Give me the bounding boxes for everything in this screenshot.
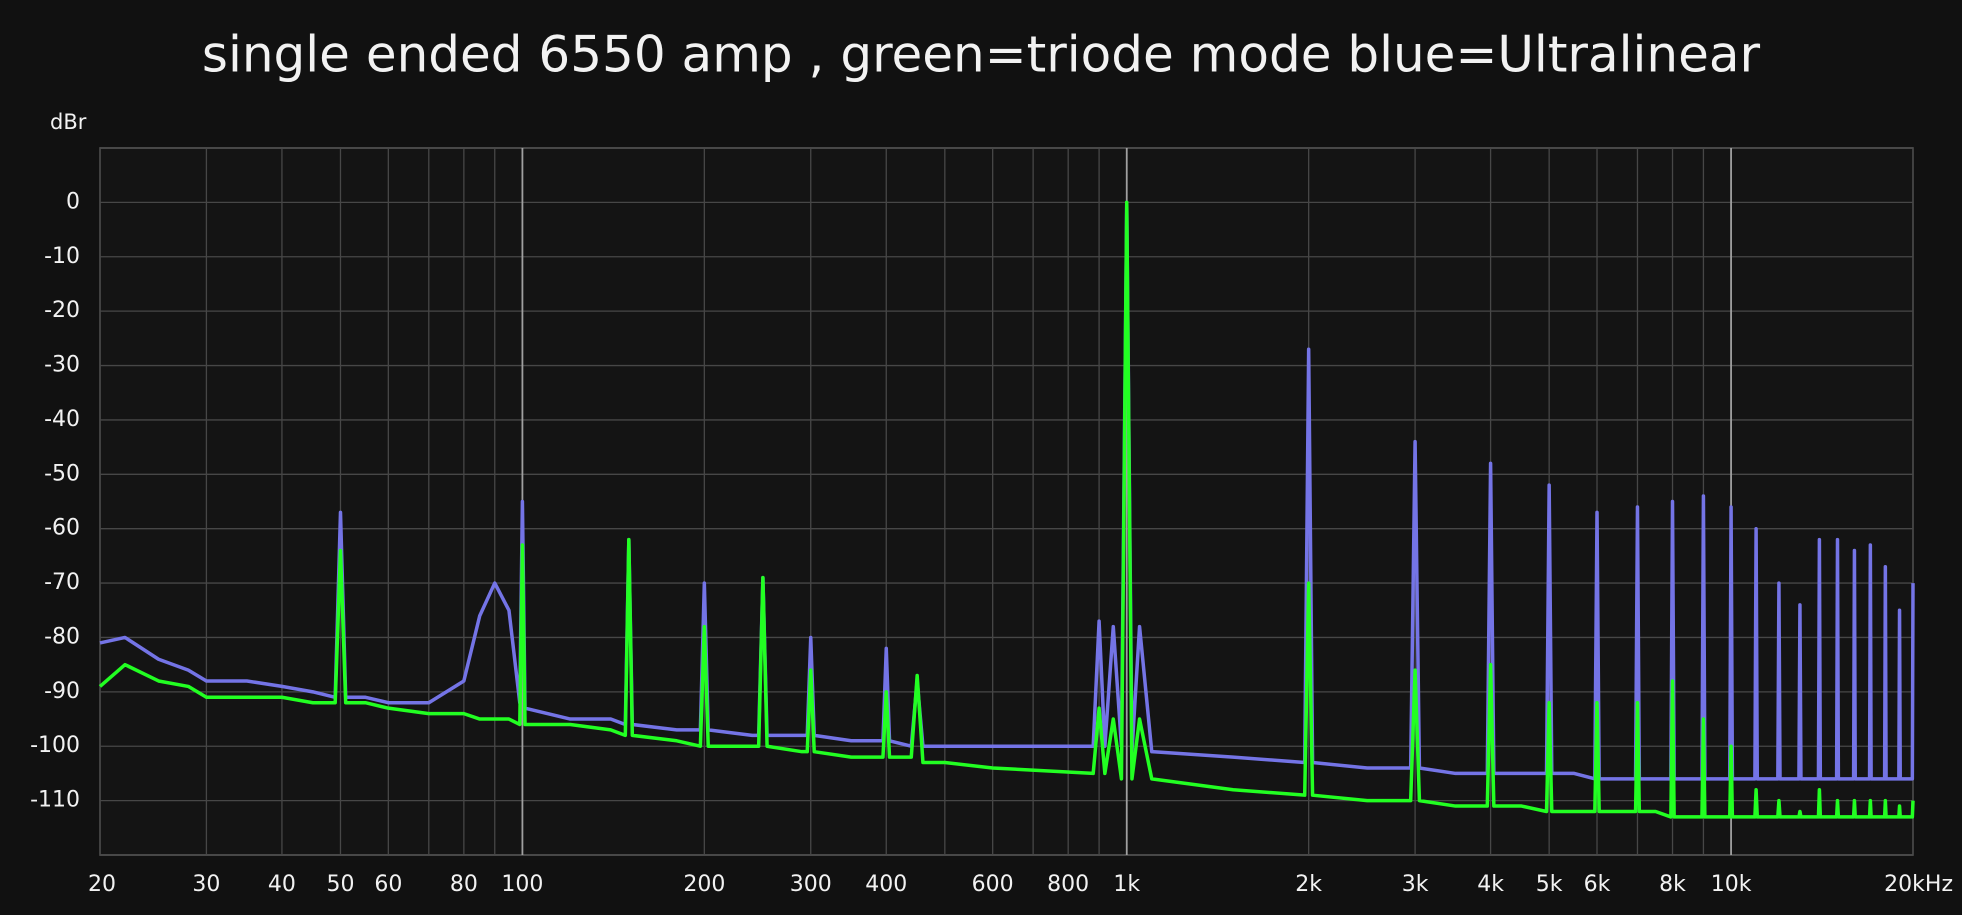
x-tick-label: 40 [268, 872, 296, 897]
y-tick-label: -70 [44, 570, 80, 595]
x-tick-label: 2k [1295, 872, 1322, 897]
x-tick-label: 1k [1113, 872, 1140, 897]
x-tick-label: 400 [865, 872, 907, 897]
x-tick-label: 800 [1047, 872, 1089, 897]
y-tick-label: -10 [44, 244, 80, 269]
y-tick-label: -30 [44, 353, 80, 378]
x-tick-label: 100 [501, 872, 543, 897]
chart-title: single ended 6550 amp , green=triode mod… [202, 26, 1761, 84]
x-tick-label: 20 [88, 872, 116, 897]
y-tick-label: -80 [44, 624, 80, 649]
x-tick-label: 6k [1584, 872, 1611, 897]
y-tick-label: -60 [44, 516, 80, 541]
x-tick-label: 30 [192, 872, 220, 897]
x-tick-label: 80 [450, 872, 478, 897]
y-tick-label: 0 [66, 189, 80, 214]
x-tick-label: 50 [326, 872, 354, 897]
y-tick-label: -100 [30, 733, 80, 758]
y-tick-label: -90 [44, 679, 80, 704]
plot-area [99, 147, 1914, 856]
series-line [99, 200, 1915, 781]
x-tick-label: 5k [1536, 872, 1563, 897]
x-tick-label: 8k [1659, 872, 1686, 897]
x-tick-label: 200 [683, 872, 725, 897]
x-tick-label: 10k [1711, 872, 1752, 897]
x-tick-label: 300 [790, 872, 832, 897]
x-tick-label: 600 [972, 872, 1014, 897]
y-tick-label: -40 [44, 407, 80, 432]
series-group [98, 200, 1915, 819]
y-axis-label: dBr [50, 110, 87, 134]
x-tick-label: 3k [1402, 872, 1429, 897]
x-tick-label: 4k [1477, 872, 1504, 897]
y-tick-label: -20 [44, 298, 80, 323]
y-tick-label: -110 [30, 788, 80, 813]
series-line [98, 200, 1915, 819]
y-tick-label: -50 [44, 461, 80, 486]
x-tick-label: 20kHz [1884, 872, 1953, 897]
x-tick-label: 60 [374, 872, 402, 897]
